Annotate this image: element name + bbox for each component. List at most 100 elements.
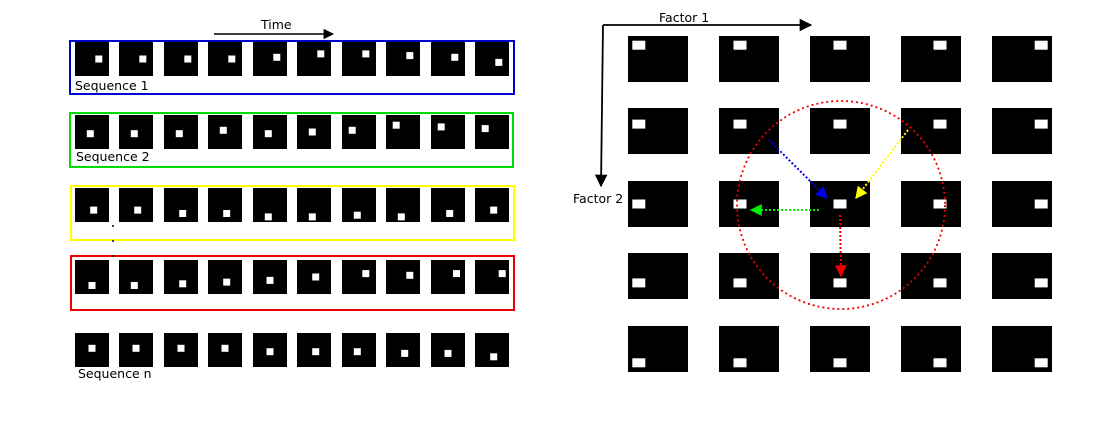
grid-frame-dot [833,119,847,129]
sequence-box-1 [69,40,515,95]
sequence-frame [386,42,420,76]
factor1-label: Factor 1 [659,10,709,25]
frame-dot [95,55,103,63]
grid-frame-dot [1034,119,1048,129]
frame-dot [184,55,192,63]
grid-frame-dot [1034,358,1048,368]
grid-frame-dot [632,40,646,50]
sequence-frame [208,260,242,294]
frame-dot [353,348,361,356]
frame-dot [481,125,489,133]
blue-arrow [768,139,828,199]
grid-frame-dot [733,40,747,50]
frame-dot [175,130,183,138]
frame-dot [179,280,187,288]
factor2-arrow [594,24,608,188]
frame-dot [362,50,370,58]
frame-dot [437,123,445,131]
grid-frame-dot [933,278,947,288]
frame-dot [264,213,272,221]
frame-dot [308,128,316,136]
frame-dot [179,210,187,217]
frame-dot [451,53,459,61]
grid-frame [719,253,779,299]
sequence-frame [75,42,109,76]
frame-dot [130,130,138,138]
sequences-panel: Time Sequence 1 Sequence 2 Sequence n [69,17,515,381]
frame-dot [490,206,498,214]
grid-frame-dot [733,119,747,129]
time-label: Time [260,17,292,32]
grid-frame [719,36,779,82]
sequence-frame [342,260,376,294]
sequence-box-3 [70,185,515,241]
grid-frame [901,36,961,82]
sequence-frame [297,42,331,76]
frame-dot [312,348,320,356]
sequence-frame [386,260,420,294]
factor-grid-panel: Factor 1 Factor 2 [573,10,1052,372]
grid-frame-dot [1034,278,1048,288]
sequence-frame [342,115,376,149]
sequence-label-1: Sequence 1 [75,78,149,93]
ellipsis-dots [112,225,114,257]
grid-frame-dot [833,40,847,50]
frame-dot [90,206,98,214]
sequence-frame [119,42,153,76]
frame-dot [177,344,185,352]
grid-frame [992,253,1052,299]
sequence-rows [69,40,515,367]
frame-dot [221,344,229,352]
frame-dot [312,273,320,281]
frame-dot [139,55,147,63]
sequence-frame [164,260,198,294]
grid-frame-dot [733,358,747,368]
grid-frame [719,326,779,372]
grid-frame [901,181,961,227]
grid-frame [810,108,870,154]
grid-frame-dot [833,278,847,288]
frame-dot [317,50,325,58]
neighborhood-circle [736,100,946,310]
frame-dot [130,282,138,289]
frame-dot [353,211,361,219]
sequence-frame [386,115,420,149]
grid-frame [628,253,688,299]
frame-dot [264,130,272,138]
frame-dot [88,282,96,289]
frame-dot [406,52,414,60]
grid-frame-dot [632,119,646,129]
grid-frame-dot [632,278,646,288]
frame-dot [219,126,227,134]
frame-dot [401,349,409,357]
grid-frame [901,326,961,372]
grid-frame-dot [933,199,947,209]
frame-dot [273,53,281,61]
sequence-frame [119,188,153,222]
grid-frame [992,108,1052,154]
sequence-frame [253,42,287,76]
sequence-label-2: Sequence 2 [76,149,150,164]
sequence-frame [475,333,509,367]
sequence-frame [475,188,509,222]
grid-frame-dot [933,119,947,129]
grid-frame-dot [933,40,947,50]
sequence-frame [342,42,376,76]
frame-dot [348,126,356,134]
sequence-frame [475,115,509,149]
frame-dot [446,210,454,217]
frame-dot [134,206,142,214]
grid-frame-dot [933,358,947,368]
grid-frame [719,181,779,227]
sequence-label-n: Sequence n [78,366,152,381]
frame-dot [228,55,236,63]
frame-dot [490,353,498,361]
sequence-frame [164,42,198,76]
frame-dot [308,213,316,221]
grid-frame-dot [733,199,747,209]
frame-dot [397,213,405,221]
frame-dot [266,348,274,356]
frame-dot [495,58,503,66]
sequence-frame [475,42,509,76]
grid-frame [901,253,961,299]
